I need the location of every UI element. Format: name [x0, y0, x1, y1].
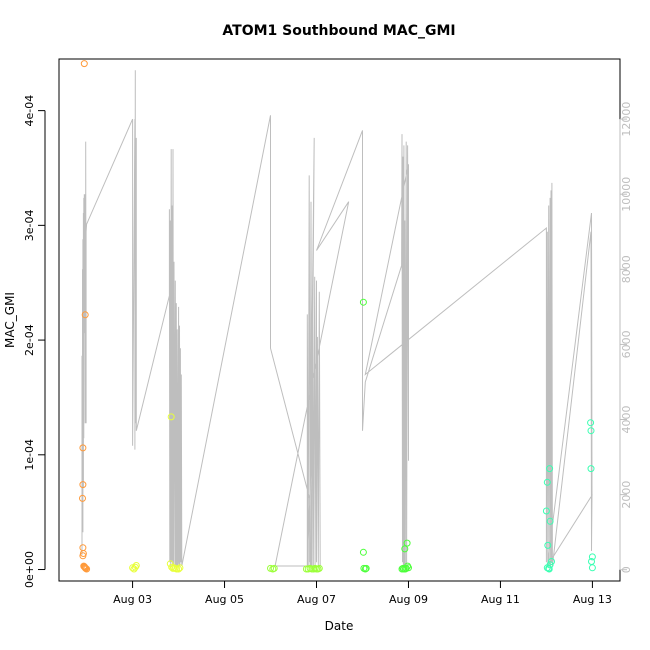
data-point — [546, 517, 554, 525]
data-point — [83, 565, 91, 573]
x-axis-label: Date — [325, 619, 354, 633]
data-point — [588, 564, 596, 572]
y-tick-label: 3e-04 — [23, 209, 36, 241]
x-tick-label: Aug 05 — [205, 593, 244, 606]
x-tick-label: Aug 09 — [389, 593, 428, 606]
plot-area — [79, 60, 596, 573]
data-point — [79, 481, 87, 489]
x-axis: Aug 03 Aug 05 Aug 07 Aug 09 Aug 11 Aug 13 — [113, 580, 612, 606]
data-point — [542, 507, 550, 515]
data-point — [545, 565, 553, 573]
data-point — [167, 413, 175, 421]
data-point — [132, 562, 140, 569]
x-tick-label: Aug 13 — [573, 593, 612, 606]
data-point — [587, 427, 595, 435]
data-point — [80, 60, 88, 68]
data-point — [362, 564, 370, 572]
data-point — [359, 298, 367, 306]
data-point — [80, 563, 88, 571]
data-point — [176, 564, 184, 572]
y-tick-label: 1e-04 — [23, 439, 36, 471]
x-tick-label: Aug 03 — [113, 593, 152, 606]
data-point — [401, 545, 409, 553]
data-point — [359, 548, 367, 556]
data-point — [315, 564, 323, 572]
y-tick-label: 4e-04 — [23, 95, 36, 127]
data-point — [79, 544, 87, 552]
data-point — [173, 565, 181, 573]
data-point — [587, 419, 595, 427]
y2-axis: 0 2000 4000 6000 8000 10000 12000 — [619, 102, 633, 573]
data-point — [79, 552, 87, 560]
data-point — [544, 541, 552, 549]
data-point — [405, 564, 412, 572]
data-point — [270, 564, 278, 572]
gray-line-series — [81, 70, 593, 567]
data-point — [129, 564, 137, 572]
chart-title: ATOM1 Southbound MAC_GMI — [222, 23, 455, 39]
data-point — [401, 565, 409, 573]
data-point — [543, 478, 551, 486]
y-axis-label: MAC_GMI — [3, 292, 17, 348]
y-axis: 0e+00 1e-04 2e-04 3e-04 4e-04 — [23, 95, 46, 588]
data-point — [588, 553, 596, 561]
y2-tick-label: 12000 — [620, 102, 633, 137]
data-point — [403, 539, 411, 547]
y2-tick-label: 8000 — [620, 255, 633, 283]
y2-tick-label: 6000 — [620, 330, 633, 358]
data-point — [587, 465, 595, 473]
data-point — [130, 565, 138, 573]
data-point — [546, 465, 554, 473]
x-tick-label: Aug 11 — [481, 593, 520, 606]
y2-tick-label: 2000 — [620, 481, 633, 509]
data-point — [81, 564, 89, 572]
data-point — [131, 563, 139, 571]
data-point — [79, 444, 87, 452]
data-point — [81, 311, 89, 319]
y2-tick-label: 4000 — [620, 406, 633, 434]
y-tick-label: 2e-04 — [23, 324, 36, 356]
y2-tick-label: 10000 — [620, 177, 633, 212]
data-point — [175, 565, 183, 573]
x-tick-label: Aug 07 — [297, 593, 336, 606]
y-tick-label: 0e+00 — [23, 551, 36, 588]
data-point — [548, 558, 555, 565]
data-point — [543, 564, 551, 572]
y2-tick-label: 0 — [620, 566, 633, 573]
data-point — [79, 494, 86, 502]
plot-frame — [58, 58, 621, 582]
